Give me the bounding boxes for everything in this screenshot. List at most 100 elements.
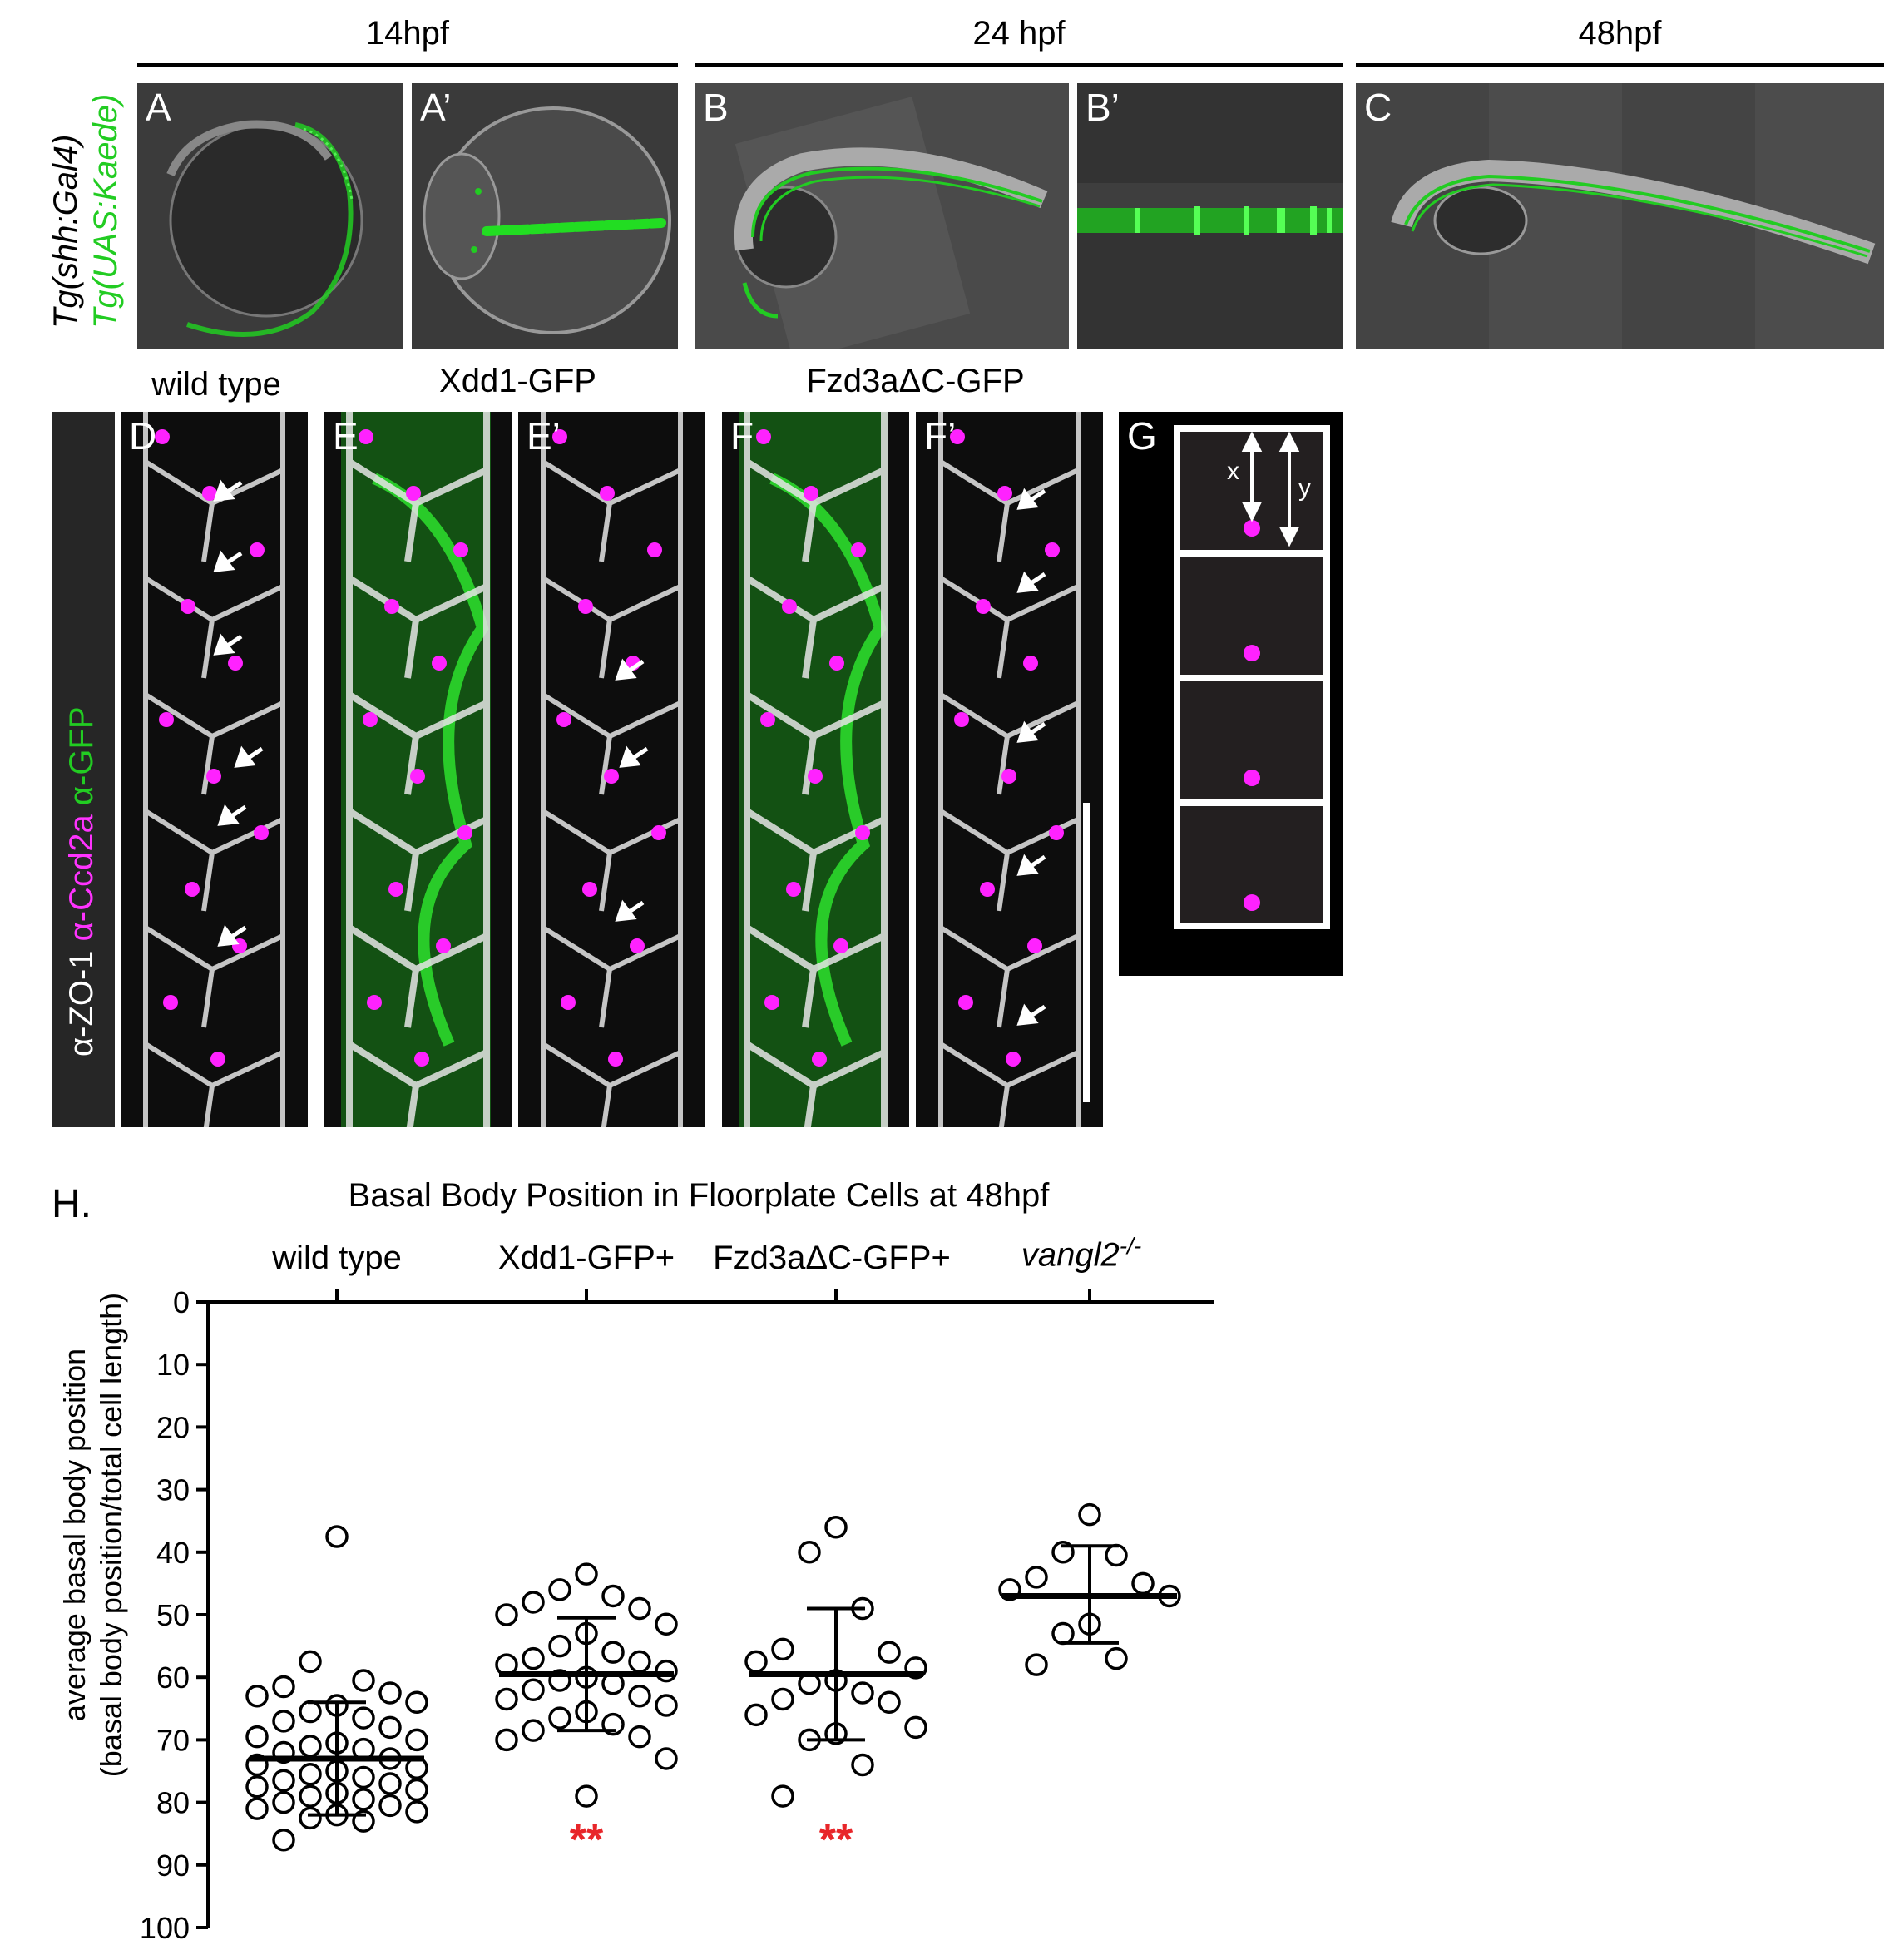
basal-body-dot <box>1244 645 1260 661</box>
chart-marks: ** ** <box>245 1502 1181 1864</box>
data-point <box>655 1694 678 1717</box>
ccd2a-dot <box>608 1052 623 1067</box>
ccd2a-dot <box>812 1052 827 1067</box>
ccd2a-dot <box>1001 769 1016 784</box>
category-label-wild-type: wild type <box>272 1240 402 1276</box>
y-axis: 0 10 20 30 40 50 60 70 80 90 100 <box>140 1285 210 1945</box>
treatment-fzd3a-gfp: Fzd3aΔC-GFP <box>806 363 1025 399</box>
data-point <box>245 1797 269 1820</box>
panel-f-prime-image <box>916 412 1103 1127</box>
ccd2a-dot <box>432 656 447 671</box>
ccd2a-dot <box>833 938 848 953</box>
ccd2a-dot <box>600 486 615 501</box>
chart-title: Basal Body Position in Floorplate Cells … <box>348 1177 1050 1214</box>
data-point <box>628 1650 651 1674</box>
y-tick-label: 40 <box>156 1536 190 1570</box>
data-point <box>824 1515 848 1539</box>
ccd2a-dot <box>250 542 265 557</box>
ccd2a-dot <box>578 599 593 614</box>
ccd2a-dot <box>185 882 200 897</box>
ccd2a-dot <box>582 882 597 897</box>
data-point <box>495 1603 518 1626</box>
ccd2a-dot <box>958 995 973 1010</box>
zo1-junctions <box>346 412 490 1127</box>
data-point <box>378 1772 402 1795</box>
ccd2a-dot <box>804 486 818 501</box>
arrow-icon <box>1016 1003 1046 1026</box>
ccd2a-dot <box>997 486 1012 501</box>
measure-arrows <box>1241 431 1300 547</box>
ccd2a-dot <box>760 712 775 727</box>
ccd2a-dot <box>651 825 666 840</box>
ccd2a-dot <box>414 1052 429 1067</box>
y-tick-label: 100 <box>140 1911 190 1945</box>
stage-header-14hpf: 14hpf <box>365 15 450 52</box>
panel-e-image <box>324 412 512 1127</box>
stain-label-bar <box>52 412 115 1127</box>
panel-a-label: A <box>146 86 171 129</box>
category-label-vangl2: vangl2-/- <box>986 1233 1177 1274</box>
ccd2a-dot <box>851 542 866 557</box>
ccd2a-dot <box>163 995 178 1010</box>
data-point <box>878 1690 901 1715</box>
data-point <box>655 1612 678 1636</box>
significance-marker: ** <box>570 1816 604 1864</box>
x-axis <box>208 1289 1214 1304</box>
data-point <box>601 1584 625 1608</box>
vangl2-name: vangl2 <box>1021 1236 1120 1274</box>
data-point <box>378 1794 402 1818</box>
ccd2a-dot <box>1027 938 1042 953</box>
panel-c: C <box>1356 83 1884 349</box>
treatment-xdd1-gfp: Xdd1-GFP <box>439 363 596 399</box>
data-point <box>1025 1566 1048 1589</box>
data-point <box>352 1788 375 1811</box>
significance-marker: ** <box>819 1816 853 1864</box>
data-point <box>522 1591 545 1614</box>
ccd2a-dot <box>954 712 969 727</box>
data-point <box>798 1541 821 1564</box>
ccd2a-dot <box>254 825 269 840</box>
panel-g: G x y <box>1119 412 1343 976</box>
data-point <box>495 1728 518 1752</box>
arrow-icon <box>1016 854 1046 876</box>
arrow-icon <box>1016 488 1046 510</box>
panel-a-prime: A’ <box>412 83 678 349</box>
data-point <box>548 1706 571 1730</box>
chart-ylabel: average basal body position (basal body … <box>57 1227 130 1843</box>
arrow-icon <box>213 633 243 656</box>
panel-f-image <box>722 412 909 1127</box>
ccd2a-dot <box>1049 825 1064 840</box>
data-point <box>628 1725 651 1749</box>
stage-bar-48hpf <box>1356 63 1884 67</box>
panel-a-prime-label: A’ <box>420 86 452 129</box>
data-point <box>272 1675 295 1699</box>
data-point <box>851 1753 874 1777</box>
data-point <box>522 1678 545 1701</box>
data-point <box>272 1828 295 1852</box>
data-point <box>299 1700 322 1724</box>
ccd2a-dot <box>384 599 399 614</box>
zo1-junctions <box>938 412 1081 1127</box>
basal-body-dot <box>1244 520 1260 537</box>
ccd2a-dot <box>1023 656 1038 671</box>
data-point <box>405 1690 428 1715</box>
ccd2a-dot <box>855 825 870 840</box>
ccd2a-dot <box>604 769 619 784</box>
y-tick-label: 80 <box>156 1786 190 1820</box>
arrow-icon <box>1016 720 1046 743</box>
data-point <box>744 1703 768 1727</box>
ccd2a-dot <box>436 938 451 953</box>
y-tick-label: 50 <box>156 1598 190 1632</box>
ccd2a-dot <box>552 429 567 444</box>
ccd2a-dot <box>206 769 221 784</box>
data-point <box>628 1685 651 1708</box>
data-point <box>771 1687 794 1711</box>
ccd2a-dot <box>1045 542 1060 557</box>
data-point <box>548 1634 571 1658</box>
data-point <box>904 1715 927 1740</box>
ccd2a-dot <box>159 712 174 727</box>
category-label-fzd3a: Fzd3aΔC-GFP+ <box>713 1240 951 1276</box>
ccd2a-dot <box>764 995 779 1010</box>
zo1-junctions <box>541 412 683 1127</box>
arrow-icon <box>615 658 645 681</box>
